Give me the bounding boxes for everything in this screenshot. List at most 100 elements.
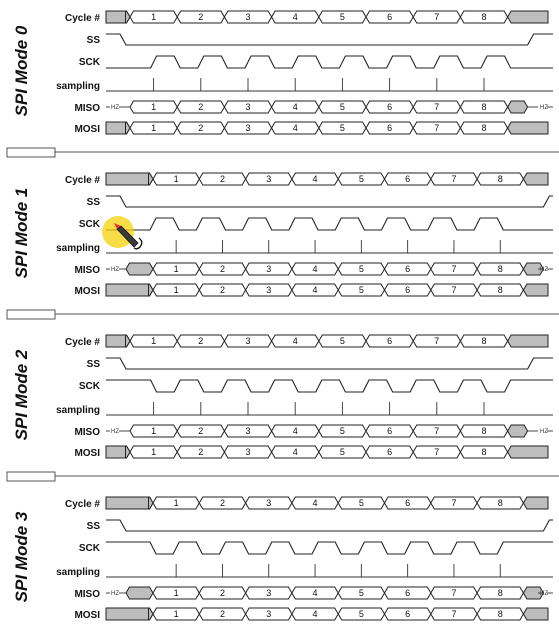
bit-number: 1 [174,588,179,598]
bit-number: 3 [266,588,271,598]
signal-label-cycle: Cycle # [65,499,100,510]
bit-number: 2 [198,123,203,133]
bit-number: 3 [245,102,250,112]
bit-number: 7 [451,498,456,508]
signal-label-mosi: MOSI [74,286,100,297]
bit-number: 5 [340,123,345,133]
sck-waveform [106,217,553,231]
bit-number: 7 [434,447,439,457]
bit-number: 4 [313,588,318,598]
bit-number: 6 [387,336,392,346]
bit-number: 8 [481,12,486,22]
idle-block [507,121,549,135]
bit-number: 8 [498,264,503,274]
miso-bus: 1 2 3 4 5 6 7 8 HZ HZ [106,586,553,600]
idle-edge [148,283,154,297]
spi-mode-section: SPI Mode 1 Cycle # SS SCK sampling MISO MOSI 1 2… [6,172,559,320]
idle-block [105,607,150,621]
bit-number: 5 [359,498,364,508]
mosi-bus: 1 2 3 4 5 6 7 8 [105,445,549,459]
bit-number: 4 [293,336,298,346]
bit-number: 6 [405,174,410,184]
bit-number: 1 [174,285,179,295]
bit-number: 8 [498,588,503,598]
idle-edge [125,121,131,135]
idle-edge [148,172,154,186]
ss-waveform [106,357,553,370]
bit-number: 7 [434,336,439,346]
bit-number: 5 [340,336,345,346]
bit-number: 3 [266,498,271,508]
spi-mode-section: SPI Mode 0 Cycle # SS SCK sampling MISO MOSI 1 2… [6,10,559,158]
bit-number: 3 [266,264,271,274]
section-tab [6,309,56,320]
signal-label-ss: SS [87,35,101,46]
bit-number: 2 [220,285,225,295]
hz-label-right: HZ [540,591,548,597]
bit-number: 2 [220,609,225,619]
hz-label-left: HZ [111,429,119,435]
bit-number: 4 [313,285,318,295]
hz-label-left: HZ [111,591,119,597]
signal-label-ss: SS [87,359,101,370]
bit-number: 8 [481,102,486,112]
spi-mode-title: SPI Mode 3 [12,511,31,602]
idle-block [522,172,549,186]
bit-number: 4 [293,447,298,457]
signal-label-cycle: Cycle # [65,175,100,186]
signal-label-miso: MISO [74,427,100,438]
bit-number: 8 [481,447,486,457]
idle-edge [125,445,131,459]
idle-edge [148,607,154,621]
bit-number: 4 [313,264,318,274]
ss-waveform [106,33,553,46]
signal-label-sampling: sampling [56,405,100,416]
signal-label-mosi: MOSI [74,124,100,135]
idle-block [522,283,549,297]
bit-number: 1 [151,102,156,112]
cycle-bus: 1 2 3 4 5 6 7 8 [105,496,549,510]
hz-label-right: HZ [540,105,548,111]
miso-bus: 1 2 3 4 5 6 7 8 HZ HZ [106,100,553,114]
idle-block [105,334,127,348]
spi-mode-title: SPI Mode 1 [12,188,31,279]
bit-number: 2 [220,588,225,598]
section-tab [6,147,56,158]
bit-number: 8 [498,285,503,295]
bit-number: 7 [434,102,439,112]
hz-label-right: HZ [540,267,548,273]
idle-block [105,10,127,24]
sck-waveform [106,379,553,393]
pen-cursor-icon [102,216,143,250]
bit-number: 1 [174,498,179,508]
bit-number: 7 [451,609,456,619]
bit-number: 4 [293,123,298,133]
spi-mode-section: SPI Mode 2 Cycle # SS SCK sampling MISO MOSI 1 2… [6,334,559,482]
bit-number: 6 [405,609,410,619]
hz-label-left: HZ [111,105,119,111]
bit-number: 4 [293,102,298,112]
bit-number: 2 [220,498,225,508]
bit-number: 7 [451,285,456,295]
cycle-bus: 1 2 3 4 5 6 7 8 [105,334,549,348]
bit-number: 3 [245,123,250,133]
bit-number: 2 [198,102,203,112]
bit-number: 7 [434,426,439,436]
bit-number: 3 [245,426,250,436]
hz-label-left: HZ [111,267,119,273]
miso-bus: 1 2 3 4 5 6 7 8 HZ HZ [106,262,553,276]
bit-number: 6 [387,447,392,457]
bit-number: 6 [405,588,410,598]
bit-number: 6 [387,12,392,22]
bit-number: 5 [340,102,345,112]
bit-number: 5 [359,285,364,295]
bit-number: 8 [481,123,486,133]
idle-block [507,334,549,348]
signal-label-sck: SCK [79,219,101,230]
idle-block [105,445,127,459]
bit-number: 7 [451,264,456,274]
idle-block [105,121,127,135]
idle-block [105,172,150,186]
bit-number: 3 [245,447,250,457]
